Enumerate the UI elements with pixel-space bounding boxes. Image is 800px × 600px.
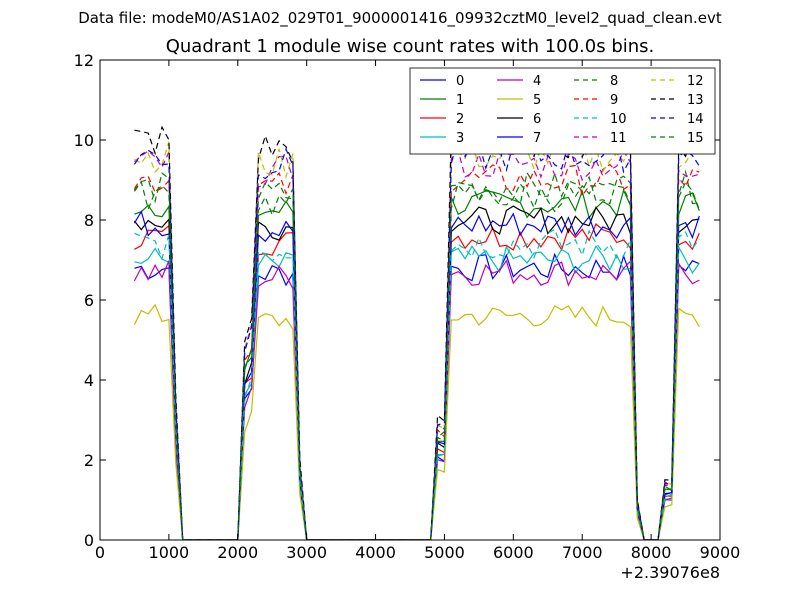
series-line-4 xyxy=(133,259,700,540)
series-line-6 xyxy=(133,205,700,540)
legend-label-11: 11 xyxy=(610,131,627,146)
series-line-10 xyxy=(134,228,700,540)
x-tick-label: 0 xyxy=(95,543,105,562)
legend-label-1: 1 xyxy=(456,93,464,108)
legend-label-13: 13 xyxy=(687,93,704,108)
series-line-0 xyxy=(134,252,700,540)
legend-label-8: 8 xyxy=(610,74,618,89)
legend-label-4: 4 xyxy=(533,74,541,89)
legend-label-15: 15 xyxy=(687,131,704,146)
legend-label-7: 7 xyxy=(533,131,541,146)
legend-label-14: 14 xyxy=(687,112,704,127)
chart-title: Quadrant 1 module wise count rates with … xyxy=(165,36,655,57)
y-tick-label: 2 xyxy=(84,451,94,470)
legend-label-5: 5 xyxy=(533,93,541,108)
x-tick-label: 9000 xyxy=(700,543,741,562)
series-line-11 xyxy=(134,149,700,540)
legend-label-9: 9 xyxy=(610,93,618,108)
y-tick-label: 10 xyxy=(74,131,94,150)
x-tick-label: 5000 xyxy=(424,543,465,562)
series-line-12 xyxy=(134,139,700,540)
series-line-1 xyxy=(134,188,700,540)
legend-label-2: 2 xyxy=(456,112,464,127)
x-tick-label: 1000 xyxy=(149,543,190,562)
series-line-7 xyxy=(133,210,700,540)
series-line-3 xyxy=(134,244,700,540)
series-line-5 xyxy=(133,303,700,540)
series-line-8 xyxy=(133,169,700,540)
legend-label-12: 12 xyxy=(687,74,704,89)
legend-label-3: 3 xyxy=(456,131,464,146)
x-tick-label: 8000 xyxy=(631,543,672,562)
legend-label-6: 6 xyxy=(533,112,541,127)
x-axis-offset-label: +2.39076e8 xyxy=(620,563,720,582)
x-tick-label: 3000 xyxy=(286,543,327,562)
series-line-2 xyxy=(134,223,700,540)
figure-suptitle: Data file: modeM0/AS1A02_029T01_90000014… xyxy=(78,9,722,27)
legend-label-0: 0 xyxy=(456,74,464,89)
y-tick-label: 12 xyxy=(74,51,94,70)
legend-box xyxy=(409,67,716,155)
legend-label-10: 10 xyxy=(610,112,627,127)
y-tick-label: 8 xyxy=(84,211,94,230)
y-tick-label: 0 xyxy=(84,531,94,550)
series-line-14 xyxy=(133,138,700,540)
x-tick-label: 7000 xyxy=(562,543,603,562)
y-tick-label: 6 xyxy=(84,291,94,310)
x-tick-label: 2000 xyxy=(217,543,258,562)
y-tick-label: 4 xyxy=(84,371,94,390)
axis-ticks: 0 1000 2000 3000 4000 5000 6000 7000 8000 9000 0 2 4… xyxy=(74,51,741,562)
x-tick-label: 6000 xyxy=(493,543,534,562)
x-tick-label: 4000 xyxy=(355,543,396,562)
series-layer xyxy=(133,121,700,540)
